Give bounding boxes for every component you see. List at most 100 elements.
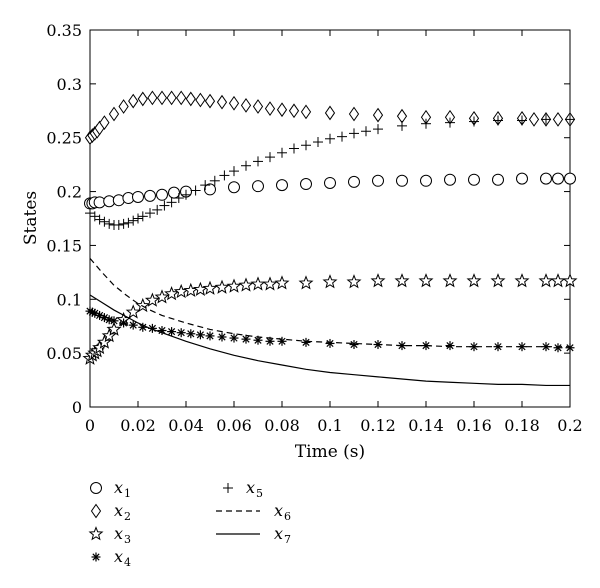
- x-tick-label: 0.08: [264, 416, 300, 435]
- data-point-x2: [195, 92, 206, 108]
- legend-item-x2: x2: [90, 501, 131, 523]
- data-point-x2: [240, 98, 252, 113]
- data-point-x2: [300, 104, 312, 120]
- data-point-x5: [99, 216, 110, 227]
- data-point-x5: [325, 133, 335, 144]
- data-point-x4: [157, 326, 167, 336]
- data-point-x1: [276, 179, 288, 192]
- plot-area: [82, 90, 578, 387]
- series-line-x7: [89, 294, 570, 387]
- data-point-x2: [185, 91, 196, 107]
- data-point-x2: [137, 91, 148, 107]
- data-point-x3: [370, 273, 386, 288]
- data-point-x4: [217, 332, 227, 342]
- data-point-x2: [147, 90, 158, 106]
- data-point-x5: [265, 152, 275, 163]
- y-axis-label: States: [21, 191, 41, 245]
- data-point-x5: [104, 218, 115, 229]
- data-point-x5: [133, 213, 143, 224]
- data-point-x5: [128, 215, 139, 226]
- y-tick-label: 0.2: [57, 183, 82, 202]
- x-tick-label: 0.18: [504, 416, 540, 435]
- legend-item-x4: x4: [91, 547, 131, 569]
- data-point-x1: [540, 172, 552, 185]
- data-point-x3: [173, 283, 189, 299]
- data-point-x5: [200, 180, 211, 191]
- data-point-x1: [372, 174, 384, 187]
- data-point-x2: [176, 90, 187, 106]
- data-point-x3: [490, 273, 506, 288]
- data-point-x4: [301, 337, 311, 347]
- data-point-x5: [421, 118, 431, 129]
- data-point-x5: [229, 166, 239, 177]
- data-point-x4: [119, 318, 129, 328]
- data-point-x5: [349, 128, 359, 139]
- data-point-x5: [301, 140, 311, 151]
- data-point-x3: [183, 282, 199, 298]
- data-point-x5: [118, 218, 129, 229]
- data-point-x5: [137, 211, 148, 222]
- data-point-x2: [396, 108, 408, 124]
- data-point-x4: [109, 316, 119, 326]
- legend-item-x6: x6: [216, 501, 291, 523]
- data-point-x3: [238, 277, 254, 292]
- data-point-x4: [265, 336, 275, 346]
- data-point-x3: [466, 273, 482, 288]
- data-point-x1: [468, 173, 480, 186]
- data-point-x4: [241, 334, 251, 344]
- data-point-x4: [325, 338, 335, 348]
- data-point-x4: [176, 328, 186, 338]
- series-x7: [89, 294, 570, 387]
- data-point-x1: [300, 178, 312, 191]
- y-axis: 0 0.05 0.1 0.15 0.2 0.25 0.3 0.35: [46, 21, 570, 417]
- data-point-x2: [204, 93, 216, 109]
- data-point-x5: [209, 175, 220, 186]
- data-point-x2: [372, 107, 384, 123]
- y-tick-label: 0.05: [46, 344, 82, 363]
- x-tick-label: 0.14: [408, 416, 444, 435]
- data-point-x4: [541, 342, 551, 352]
- data-point-x5: [253, 156, 263, 167]
- legend-label-x1: x1: [114, 478, 131, 500]
- data-point-x5: [181, 189, 191, 200]
- data-point-x4: [229, 333, 239, 343]
- data-point-x5: [541, 114, 551, 125]
- data-point-x3: [250, 276, 266, 291]
- data-point-x1: [228, 181, 240, 194]
- data-point-x1: [444, 173, 456, 186]
- data-point-x4: [167, 327, 177, 337]
- data-point-x3: [101, 328, 117, 343]
- legend-item-x1: x1: [90, 478, 131, 500]
- data-point-x2: [276, 102, 288, 118]
- data-point-x2: [228, 95, 240, 111]
- legend-marker-x1: [90, 482, 102, 494]
- data-point-x2: [99, 115, 110, 131]
- data-point-x2: [528, 112, 540, 127]
- data-point-x1: [564, 172, 576, 185]
- data-point-x1: [156, 188, 168, 201]
- y-tick-label: 0.3: [57, 75, 82, 94]
- data-point-x3: [394, 273, 410, 288]
- data-point-x5: [173, 193, 184, 204]
- x-tick-label: 0.06: [216, 416, 252, 435]
- data-point-x3: [154, 289, 170, 304]
- data-point-x2: [108, 106, 120, 122]
- y-tick-label: 0: [72, 398, 82, 417]
- data-point-x3: [298, 275, 314, 290]
- legend-item-x5: x5: [223, 478, 263, 500]
- data-point-x4: [553, 343, 563, 353]
- data-point-x5: [166, 197, 177, 208]
- data-point-x5: [152, 204, 163, 215]
- data-point-x5: [159, 200, 170, 211]
- legend-marker-x4: [91, 552, 101, 562]
- x-tick-label: 0.1: [317, 416, 342, 435]
- legend-marker-x3: [88, 526, 104, 541]
- data-point-x4: [195, 330, 205, 340]
- data-point-x5: [337, 131, 347, 142]
- data-point-x5: [190, 185, 201, 196]
- data-point-x3: [262, 276, 278, 291]
- data-point-x5: [123, 217, 134, 228]
- data-point-x1: [252, 180, 264, 193]
- data-point-x3: [135, 297, 151, 313]
